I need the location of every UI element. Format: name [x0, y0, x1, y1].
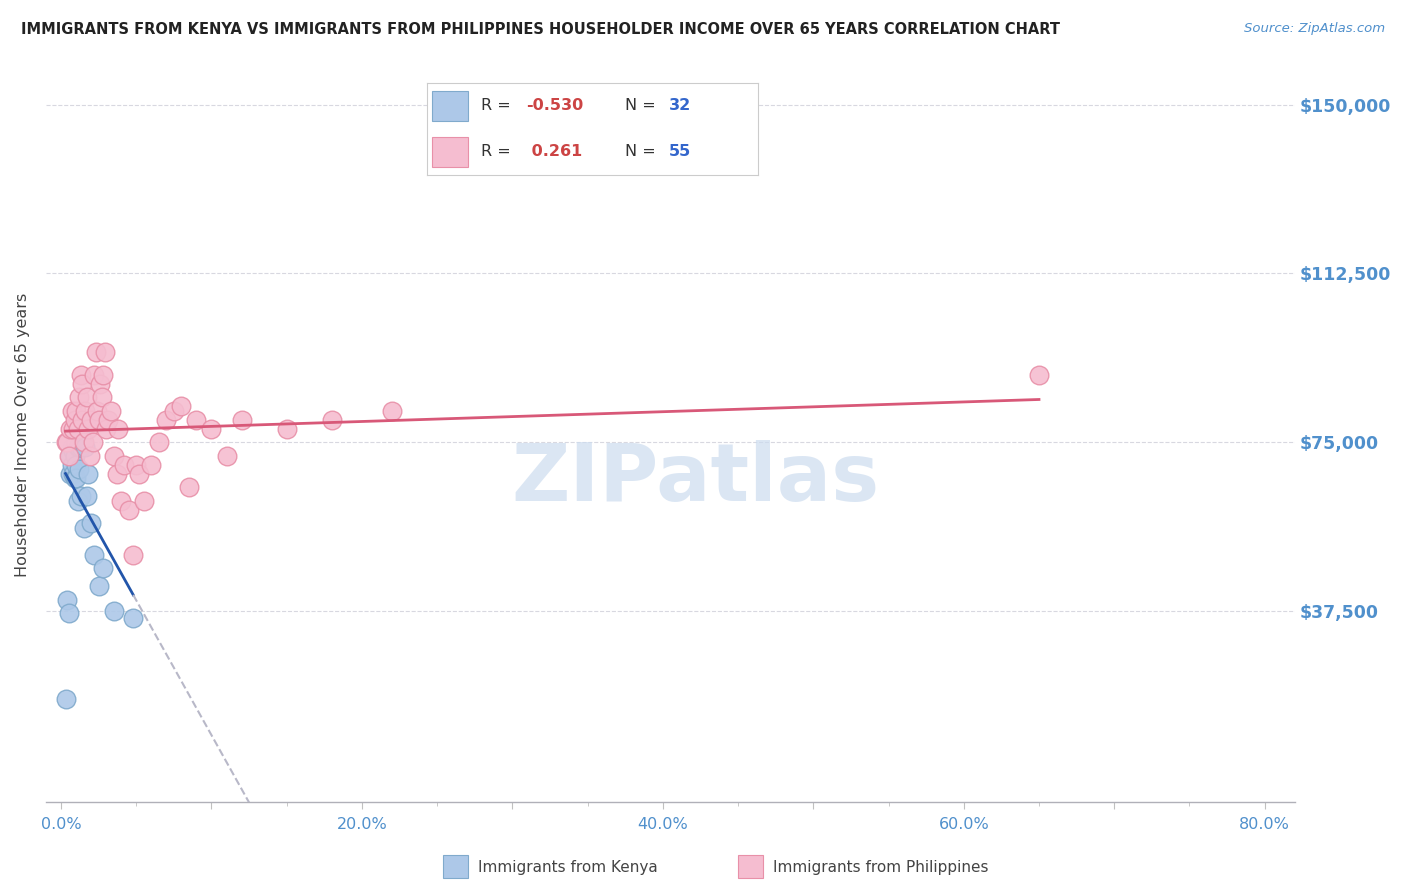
- Point: [70, 412, 93, 426]
- Point: [59, 421, 82, 435]
- Point: [65, 435, 87, 450]
- Point: [122, 610, 145, 624]
- Point: [82, 435, 104, 450]
- Point: [321, 412, 343, 426]
- Point: [72, 520, 94, 534]
- Point: [67, 462, 90, 476]
- Point: [59, 449, 82, 463]
- Point: [70, 376, 93, 391]
- Point: [59, 467, 82, 481]
- Point: [110, 493, 132, 508]
- Point: [60, 440, 83, 454]
- Point: [63, 412, 86, 426]
- Point: [93, 345, 115, 359]
- Point: [125, 458, 148, 472]
- Point: [381, 403, 404, 417]
- Point: [65, 458, 87, 472]
- Point: [215, 449, 238, 463]
- Point: [69, 368, 91, 382]
- Point: [118, 502, 141, 516]
- Point: [55, 691, 77, 706]
- Point: [80, 516, 103, 530]
- Point: [112, 458, 135, 472]
- Point: [155, 412, 177, 426]
- Text: IMMIGRANTS FROM KENYA VS IMMIGRANTS FROM PHILIPPINES HOUSEHOLDER INCOME OVER 65 : IMMIGRANTS FROM KENYA VS IMMIGRANTS FROM…: [21, 22, 1060, 37]
- Point: [56, 592, 79, 607]
- Point: [77, 421, 100, 435]
- Point: [231, 412, 253, 426]
- Point: [141, 458, 163, 472]
- Point: [69, 489, 91, 503]
- Point: [58, 449, 80, 463]
- Y-axis label: Householder Income Over 65 years: Householder Income Over 65 years: [15, 293, 30, 577]
- Point: [97, 412, 120, 426]
- Point: [62, 467, 84, 481]
- Point: [67, 390, 90, 404]
- Point: [83, 368, 105, 382]
- Point: [76, 489, 98, 503]
- Point: [105, 467, 128, 481]
- Point: [69, 440, 91, 454]
- Point: [62, 444, 84, 458]
- Point: [170, 399, 193, 413]
- Point: [89, 376, 111, 391]
- Point: [76, 390, 98, 404]
- Point: [60, 458, 83, 472]
- Point: [72, 435, 94, 450]
- Point: [276, 421, 298, 435]
- Point: [200, 421, 222, 435]
- Text: Immigrants from Philippines: Immigrants from Philippines: [773, 860, 988, 874]
- Text: Immigrants from Kenya: Immigrants from Kenya: [478, 860, 658, 874]
- Point: [103, 604, 125, 618]
- Point: [86, 403, 108, 417]
- Point: [132, 493, 155, 508]
- Point: [84, 345, 107, 359]
- Text: ZIPatlas: ZIPatlas: [512, 441, 880, 518]
- Point: [63, 449, 86, 463]
- Point: [87, 579, 110, 593]
- Point: [90, 390, 112, 404]
- Point: [91, 561, 114, 575]
- Point: [83, 548, 105, 562]
- Point: [63, 471, 86, 485]
- Point: [62, 421, 84, 435]
- Point: [65, 403, 87, 417]
- Point: [66, 493, 89, 508]
- Point: [58, 606, 80, 620]
- Point: [163, 403, 186, 417]
- Point: [103, 449, 125, 463]
- Point: [55, 435, 77, 450]
- Point: [128, 467, 150, 481]
- Point: [186, 412, 208, 426]
- Point: [67, 440, 90, 454]
- Point: [100, 403, 122, 417]
- Point: [80, 412, 103, 426]
- Point: [148, 435, 170, 450]
- Point: [75, 440, 97, 454]
- Point: [66, 421, 89, 435]
- Point: [87, 412, 110, 426]
- Point: [56, 435, 79, 450]
- Point: [75, 403, 97, 417]
- Text: Source: ZipAtlas.com: Source: ZipAtlas.com: [1244, 22, 1385, 36]
- Point: [177, 480, 200, 494]
- Point: [66, 440, 89, 454]
- Point: [65, 471, 87, 485]
- Point: [122, 548, 145, 562]
- Point: [91, 368, 114, 382]
- Point: [1028, 368, 1050, 382]
- Point: [77, 467, 100, 481]
- Point: [70, 431, 93, 445]
- Point: [60, 403, 83, 417]
- Point: [107, 421, 129, 435]
- Point: [79, 449, 101, 463]
- Point: [96, 421, 118, 435]
- Point: [63, 435, 86, 450]
